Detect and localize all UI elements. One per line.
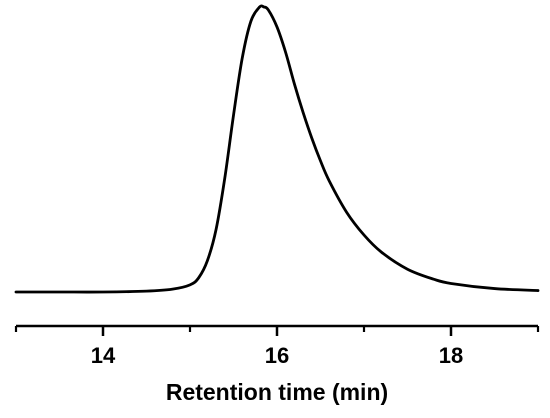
x-axis-title: Retention time (min) [166, 379, 388, 405]
x-axis-ticks [14, 326, 540, 336]
x-tick-label: 16 [265, 343, 289, 368]
x-tick-label: 14 [91, 343, 116, 368]
x-axis-tick-labels: 14 16 18 [91, 343, 463, 368]
x-tick-label: 18 [439, 343, 463, 368]
chromatogram-trace [14, 4, 540, 294]
